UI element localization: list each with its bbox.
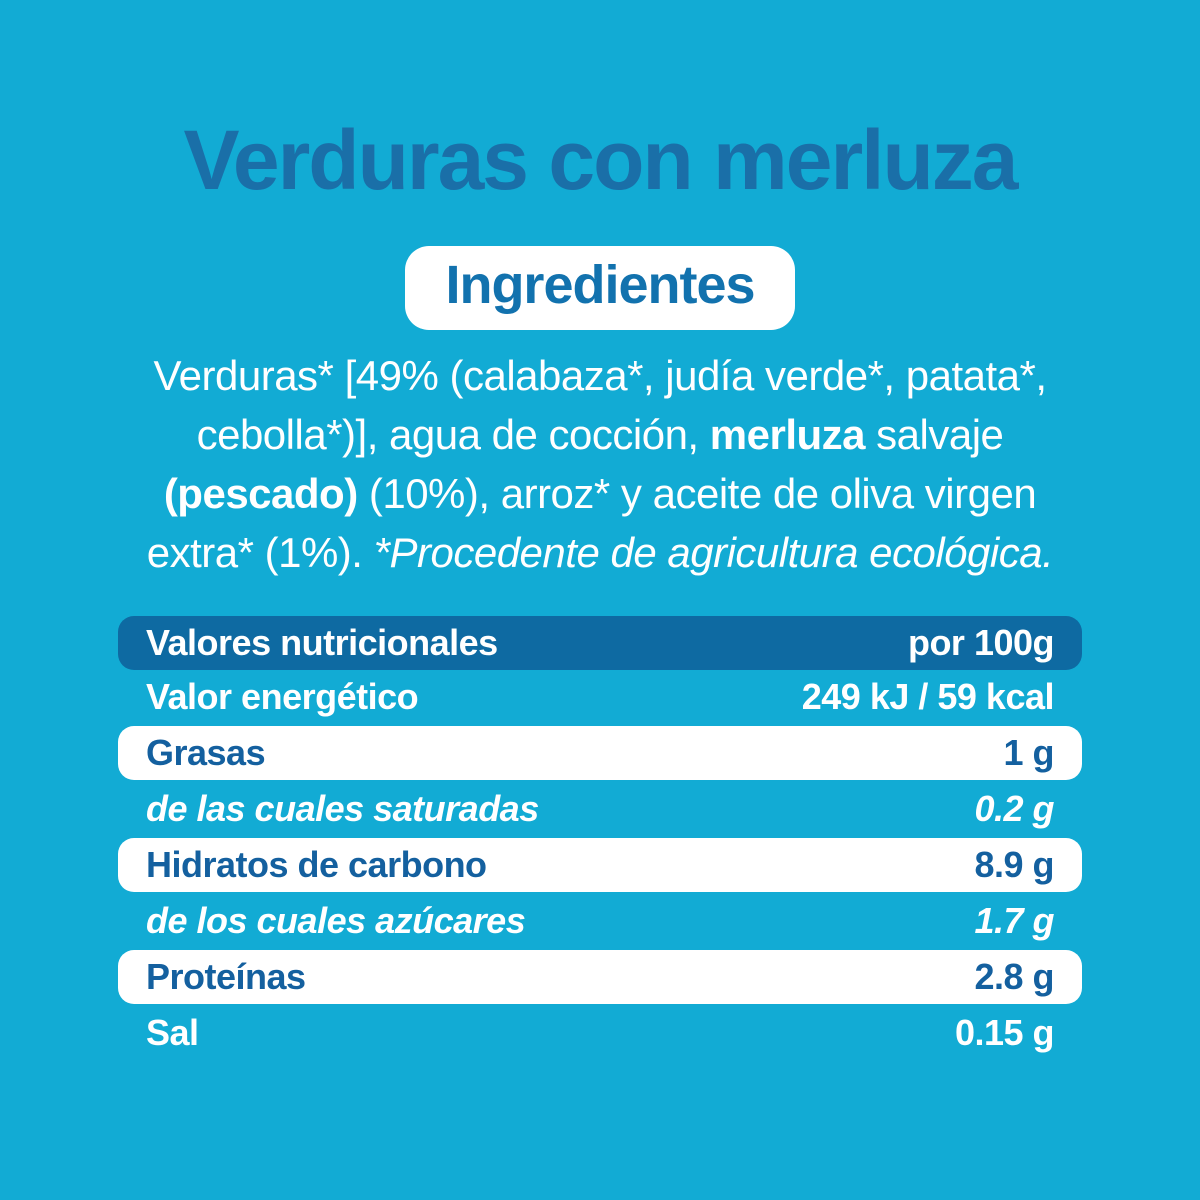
row-value: 8.9 g xyxy=(974,844,1054,885)
table-row-carbohydrates: Hidratos de carbono 8.9 g xyxy=(118,838,1082,892)
table-row-saturated-fat: de las cuales saturadas 0.2 g xyxy=(118,782,1082,836)
row-value: 0.15 g xyxy=(954,1012,1055,1053)
row-label: Sal xyxy=(146,1012,199,1053)
table-row-energy: Valor energético 249 kJ / 59 kcal xyxy=(118,670,1082,724)
ingredients-merluza-bold: merluza xyxy=(709,411,866,458)
row-value: 0.2 g xyxy=(974,788,1054,829)
table-header-row: Valores nutricionales por 100g xyxy=(118,616,1082,670)
ingredients-text: Verduras* [49% (calabaza*, judía verde*,… xyxy=(90,346,1110,582)
ingredients-line2a: cebolla*)], agua de cocción, xyxy=(196,411,710,458)
table-header-value: por 100g xyxy=(907,622,1055,663)
table-row-salt: Sal 0.15 g xyxy=(118,1006,1082,1060)
ingredients-heading-wrap: Ingredientes xyxy=(0,246,1200,330)
ingredients-line1: Verduras* [49% (calabaza*, judía verde*,… xyxy=(153,352,1047,399)
row-value: 1.7 g xyxy=(974,900,1054,941)
ingredients-heading-pill: Ingredientes xyxy=(405,246,795,330)
table-row-sugars: de los cuales azúcares 1.7 g xyxy=(118,894,1082,948)
row-value: 2.8 g xyxy=(974,956,1054,997)
row-value: 1 g xyxy=(1003,732,1054,773)
ingredients-pescado-bold: (pescado) xyxy=(163,470,358,517)
row-label: Hidratos de carbono xyxy=(146,844,487,885)
row-label: Proteínas xyxy=(146,956,306,997)
product-title: Verduras con merluza xyxy=(183,113,1018,207)
row-label: de las cuales saturadas xyxy=(146,788,539,829)
nutrition-table: Valores nutricionales por 100g Valor ene… xyxy=(118,616,1082,1060)
ingredients-organic-note-italic: *Procedente de agricultura ecológica. xyxy=(373,529,1054,576)
row-label: Grasas xyxy=(146,732,266,773)
row-label: de los cuales azúcares xyxy=(146,900,526,941)
table-row-fat: Grasas 1 g xyxy=(118,726,1082,780)
row-value: 249 kJ / 59 kcal xyxy=(801,676,1055,717)
table-row-proteins: Proteínas 2.8 g xyxy=(118,950,1082,1004)
row-label: Valor energético xyxy=(146,676,419,717)
table-header-label: Valores nutricionales xyxy=(146,622,498,663)
ingredients-line3b: (10%), arroz* y aceite de oliva virgen xyxy=(357,470,1037,517)
ingredients-line4a: extra* (1%). xyxy=(146,529,374,576)
ingredients-line2c: salvaje xyxy=(865,411,1004,458)
